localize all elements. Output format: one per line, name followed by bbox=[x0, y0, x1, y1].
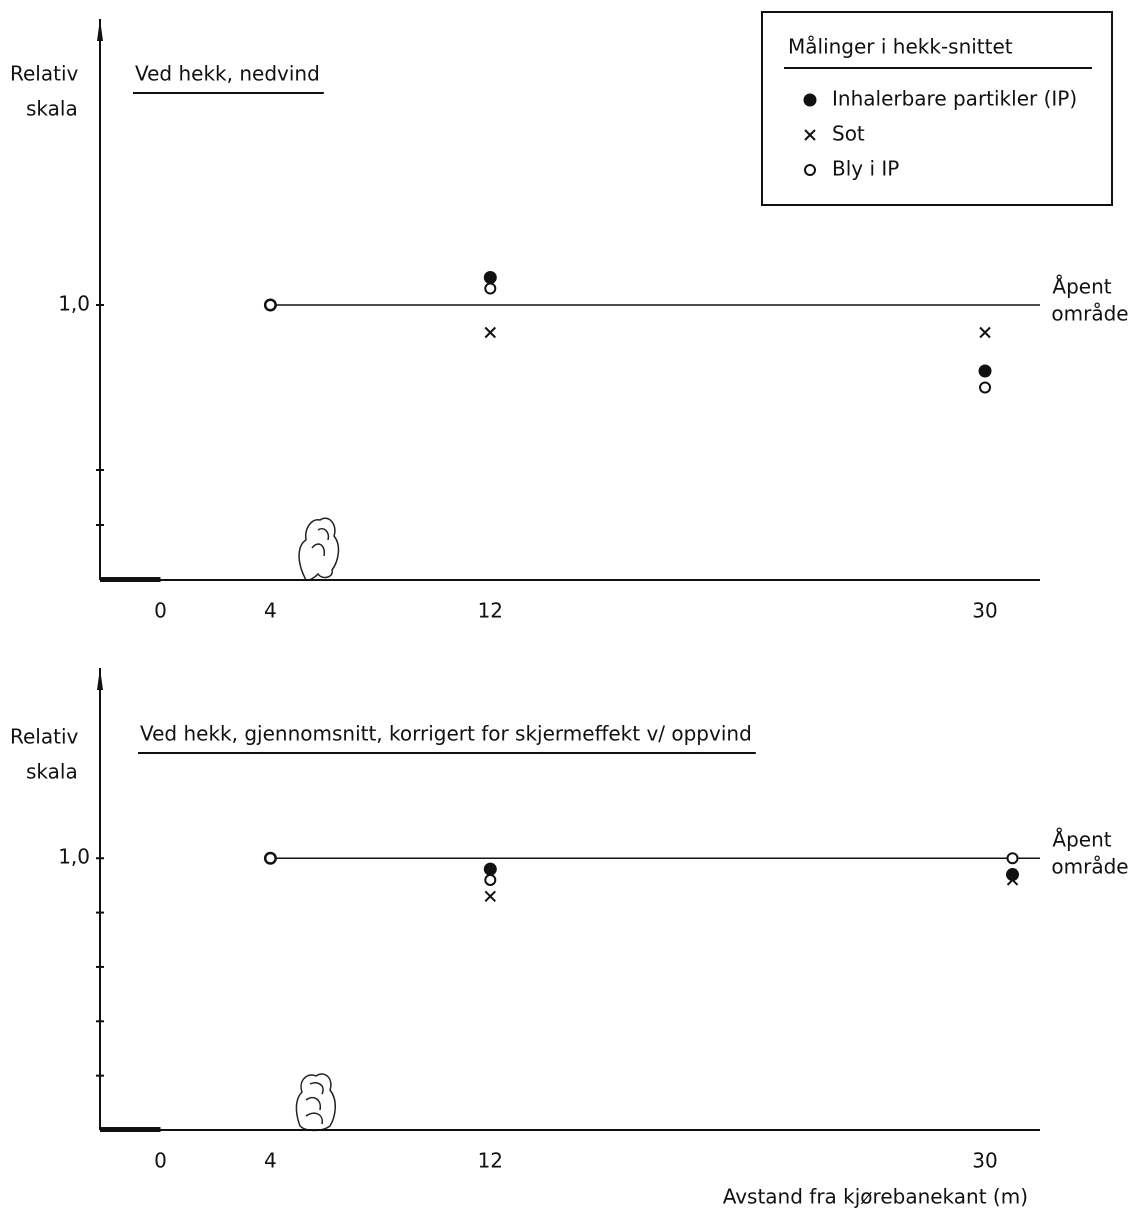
x-tick-label: 4 bbox=[264, 599, 277, 623]
legend-label: Sot bbox=[832, 122, 865, 146]
legend-label: Bly i IP bbox=[832, 157, 899, 181]
legend-marker bbox=[804, 94, 817, 107]
point bbox=[485, 891, 495, 901]
point bbox=[979, 365, 992, 378]
y-tick-label: 1,0 bbox=[58, 845, 90, 869]
y-tick-label: 1,0 bbox=[58, 292, 90, 316]
point bbox=[980, 328, 990, 338]
point bbox=[484, 271, 497, 284]
legend-label: Inhalerbare partikler (IP) bbox=[832, 87, 1077, 111]
point bbox=[980, 383, 990, 393]
panel-title: Ved hekk, gjennomsnitt, korrigert for sk… bbox=[140, 722, 752, 746]
x-tick-label: 4 bbox=[264, 1149, 277, 1173]
reference-label: Åpent bbox=[1052, 828, 1111, 852]
x-tick-label: 0 bbox=[154, 1149, 167, 1173]
hedge-icon bbox=[296, 1074, 335, 1131]
point bbox=[265, 853, 275, 863]
point bbox=[485, 328, 495, 338]
panel-title: Ved hekk, nedvind bbox=[135, 62, 320, 86]
x-tick-label: 12 bbox=[478, 1149, 503, 1173]
legend-title: Målinger i hekk-snittet bbox=[788, 35, 1013, 59]
reference-label: Åpent bbox=[1052, 275, 1111, 299]
road-edge bbox=[100, 1127, 160, 1132]
point bbox=[265, 300, 275, 310]
x-tick-label: 30 bbox=[972, 599, 997, 623]
point bbox=[485, 875, 495, 885]
x-axis-label: Avstand fra kjørebanekant (m) bbox=[723, 1185, 1028, 1209]
y-axis-arrow bbox=[97, 19, 103, 41]
y-axis-label: Relativ bbox=[10, 725, 79, 749]
legend: Målinger i hekk-snittet Inhalerbare parti… bbox=[762, 12, 1112, 205]
y-axis-arrow bbox=[97, 668, 103, 690]
point bbox=[485, 284, 495, 294]
x-tick-label: 12 bbox=[478, 599, 503, 623]
legend-marker bbox=[805, 165, 815, 175]
hedge-icon bbox=[299, 518, 338, 580]
y-axis-label: Relativ bbox=[10, 62, 79, 86]
x-tick-label: 0 bbox=[154, 599, 167, 623]
y-axis-label: skala bbox=[26, 760, 78, 784]
point bbox=[1008, 853, 1018, 863]
chart: Ved hekk, nedvind Relativ skala 0 4 12 30 1,0 Åp… bbox=[0, 0, 1138, 1218]
y-axis-label: skala bbox=[26, 97, 78, 121]
reference-label: område bbox=[1051, 302, 1128, 326]
x-tick-label: 30 bbox=[972, 1149, 997, 1173]
reference-label: område bbox=[1051, 855, 1128, 879]
point bbox=[484, 863, 497, 876]
road-edge bbox=[100, 577, 160, 582]
